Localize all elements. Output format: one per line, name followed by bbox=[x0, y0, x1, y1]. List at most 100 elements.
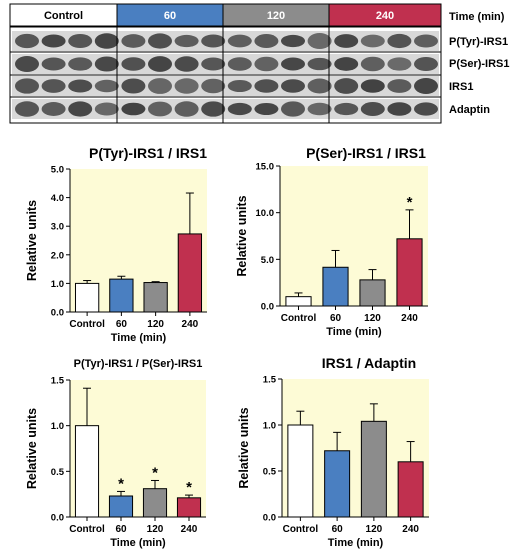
blot-band bbox=[121, 78, 146, 94]
blot-band bbox=[334, 78, 359, 94]
bar-240 bbox=[397, 461, 424, 518]
chart-pser-irs1: P(Ser)-IRS1 / IRS1 Control 60 120 * 240 0.0 5.0… bbox=[235, 145, 428, 338]
bar-control bbox=[285, 296, 312, 307]
blot-band bbox=[227, 102, 252, 116]
x-tick-label: 60 bbox=[332, 524, 344, 535]
y-axis-label: Relative units bbox=[25, 408, 39, 489]
blot-band bbox=[68, 101, 93, 117]
chart-ptyr-irs1: P(Tyr)-IRS1 / IRS1 Control 60 120 240 0.0 1.0 2… bbox=[25, 145, 207, 344]
blot-band bbox=[94, 33, 119, 49]
blot-band bbox=[148, 78, 172, 94]
bar-240 bbox=[176, 497, 202, 518]
x-tick-label: 120 bbox=[366, 524, 383, 535]
blot-band bbox=[360, 102, 385, 116]
x-tick-label: 60 bbox=[116, 319, 128, 330]
blot-band bbox=[148, 33, 172, 49]
x-axis-label: Time (min) bbox=[328, 537, 384, 549]
blot-band bbox=[307, 102, 332, 116]
y-tick-label: 2.0 bbox=[51, 250, 64, 261]
bar-120 bbox=[360, 420, 387, 518]
bar-120 bbox=[359, 279, 386, 307]
y-tick-label: 1.5 bbox=[263, 375, 277, 386]
bar-120 bbox=[143, 282, 168, 313]
y-tick-label: 0.0 bbox=[51, 308, 64, 319]
blot-lane-background bbox=[12, 31, 439, 51]
blot-band bbox=[360, 34, 385, 48]
y-axis-label: Relative units bbox=[237, 407, 251, 488]
x-tick-label: Control bbox=[69, 524, 105, 535]
blot-band bbox=[414, 34, 438, 48]
blot-band bbox=[387, 33, 412, 49]
bar-240 bbox=[396, 238, 423, 307]
y-tick-label: 1.0 bbox=[51, 421, 64, 432]
y-tick-label: 15.0 bbox=[256, 162, 275, 173]
blot-lane-background bbox=[12, 99, 439, 119]
y-tick-label: 0.0 bbox=[261, 302, 274, 313]
blot-header-label: 120 bbox=[267, 10, 285, 22]
blot-band bbox=[254, 102, 279, 116]
blot-band bbox=[201, 78, 226, 94]
blot-band bbox=[254, 79, 279, 93]
x-tick-label: 240 bbox=[182, 319, 199, 330]
y-axis-label: Relative units bbox=[25, 200, 39, 281]
blot-band bbox=[387, 57, 412, 71]
blot-band bbox=[201, 101, 226, 117]
x-tick-label: 120 bbox=[364, 313, 381, 324]
blot-time-header: Control 60 120 240 bbox=[9, 3, 442, 27]
blot-band bbox=[254, 34, 279, 48]
bar-240 bbox=[177, 233, 203, 313]
y-tick-label: 0.0 bbox=[263, 513, 276, 524]
y-tick-label: 4.0 bbox=[51, 193, 64, 204]
y-tick-label: 1.0 bbox=[263, 421, 276, 432]
blot-band bbox=[201, 57, 226, 71]
bar-60 bbox=[322, 266, 349, 307]
blot-header-cell bbox=[328, 3, 442, 27]
blot-band bbox=[41, 34, 66, 48]
blot-band bbox=[148, 56, 172, 72]
blot-bands bbox=[9, 26, 442, 124]
blot-band bbox=[15, 78, 39, 94]
blot-band bbox=[281, 101, 305, 117]
blot-band bbox=[94, 79, 119, 93]
blot-band bbox=[174, 56, 199, 72]
blot-band bbox=[334, 57, 359, 71]
blot-lane-background bbox=[12, 54, 439, 74]
blot-band bbox=[121, 102, 146, 116]
chart-title: P(Tyr)-IRS1 / IRS1 bbox=[89, 145, 207, 161]
blot-band bbox=[201, 34, 226, 48]
bar-control bbox=[74, 425, 100, 518]
blot-band bbox=[94, 102, 119, 116]
blot-row-label: P(Ser)-IRS1 bbox=[449, 58, 510, 70]
y-tick-label: 0.5 bbox=[51, 467, 65, 478]
y-tick-label: 1.5 bbox=[51, 376, 65, 387]
bar-120 bbox=[142, 488, 168, 518]
x-axis-label: Time (min) bbox=[110, 537, 166, 549]
blot-band bbox=[41, 102, 66, 116]
blot-header-label: Control bbox=[44, 10, 83, 22]
y-tick-label: 0.0 bbox=[51, 513, 64, 524]
bar-60 bbox=[108, 495, 134, 518]
y-tick-label: 1.0 bbox=[51, 279, 64, 290]
blot-band bbox=[68, 57, 93, 71]
blot-band bbox=[15, 101, 39, 117]
blot-band bbox=[281, 34, 305, 48]
x-tick-label: Control bbox=[281, 313, 317, 324]
x-tick-label: 120 bbox=[147, 524, 164, 535]
blot-band bbox=[414, 57, 438, 71]
bar-control bbox=[287, 424, 314, 518]
blot-band bbox=[15, 33, 39, 49]
chart-title: IRS1 / Adaptin bbox=[322, 355, 416, 371]
blot-row-label: IRS1 bbox=[449, 81, 473, 93]
significance-marker: * bbox=[407, 194, 413, 211]
blot-band bbox=[41, 79, 66, 93]
blot-band bbox=[68, 33, 93, 49]
x-tick-label: 60 bbox=[330, 313, 342, 324]
blot-band bbox=[227, 79, 252, 93]
chart-irs1-adaptin: IRS1 / Adaptin Control 60 120 240 0.0 0.5 1.0 1.… bbox=[237, 355, 429, 549]
x-axis-label: Time (min) bbox=[111, 332, 167, 344]
x-tick-label: 60 bbox=[115, 524, 127, 535]
blot-band bbox=[334, 34, 359, 48]
blot-band bbox=[387, 102, 412, 116]
blot-band bbox=[307, 57, 332, 71]
